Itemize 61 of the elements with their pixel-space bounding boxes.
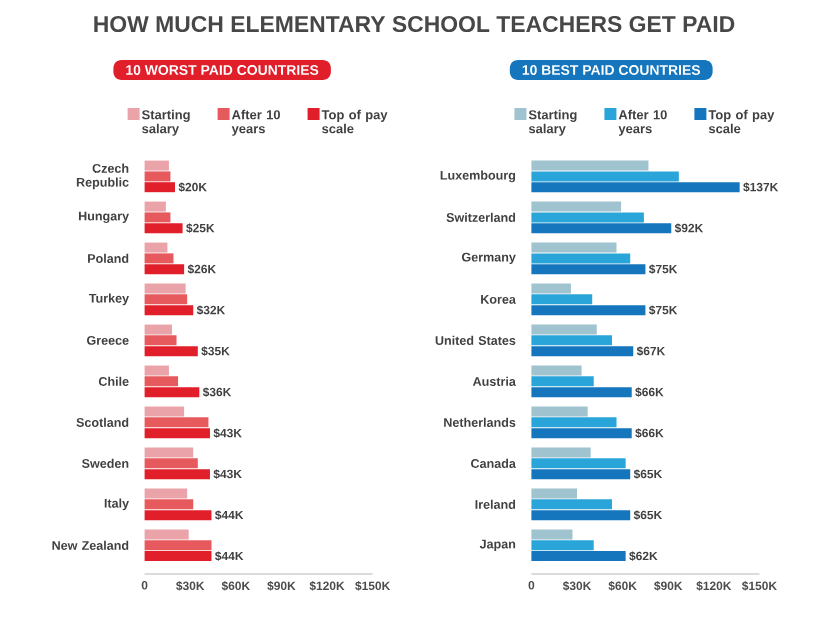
bar — [144, 387, 200, 398]
bar — [531, 387, 632, 398]
bar — [531, 469, 631, 480]
bar — [144, 264, 185, 275]
bar — [531, 171, 679, 182]
bar — [531, 510, 631, 521]
bar — [531, 242, 617, 253]
bar — [144, 201, 166, 212]
bar — [144, 160, 169, 171]
bar — [144, 458, 198, 469]
bar — [531, 324, 597, 335]
bar — [144, 242, 168, 253]
bar — [144, 365, 169, 376]
bar — [531, 551, 626, 562]
bar — [531, 499, 612, 510]
bar — [144, 447, 194, 458]
bar — [144, 171, 171, 182]
bar — [531, 346, 634, 357]
bar — [144, 305, 194, 316]
bar — [531, 540, 594, 551]
bar — [144, 499, 194, 510]
bar — [144, 428, 210, 439]
bar — [144, 510, 212, 521]
bar — [144, 551, 212, 562]
bar — [531, 458, 626, 469]
bar — [531, 406, 588, 417]
bar — [531, 447, 591, 458]
bar — [144, 324, 172, 335]
bar — [144, 417, 209, 428]
bar — [144, 488, 188, 499]
bar — [144, 283, 186, 294]
bar — [144, 223, 183, 234]
bar — [531, 283, 571, 294]
bar — [144, 469, 210, 480]
bar — [144, 212, 171, 223]
bar — [144, 294, 188, 305]
bar — [144, 182, 175, 193]
bar — [144, 253, 174, 264]
bar — [531, 201, 622, 212]
bar — [531, 305, 646, 316]
bar — [531, 160, 649, 171]
bar — [531, 212, 644, 223]
bar — [144, 540, 212, 551]
bar — [531, 294, 593, 305]
bar — [531, 529, 573, 540]
bar — [531, 488, 578, 499]
bar — [531, 335, 612, 346]
bar — [531, 253, 631, 264]
bar — [531, 223, 672, 234]
bar — [144, 406, 185, 417]
bar — [144, 529, 189, 540]
bar — [531, 365, 582, 376]
bar — [531, 428, 632, 439]
bar — [531, 417, 617, 428]
bar — [144, 335, 177, 346]
chart-title: HOW MUCH ELEMENTARY SCHOOL TEACHERS GET PAID — [94, 15, 735, 33]
bar — [531, 264, 646, 275]
bar — [144, 376, 179, 387]
bar — [531, 182, 740, 193]
bar — [144, 346, 198, 357]
bar — [531, 376, 594, 387]
